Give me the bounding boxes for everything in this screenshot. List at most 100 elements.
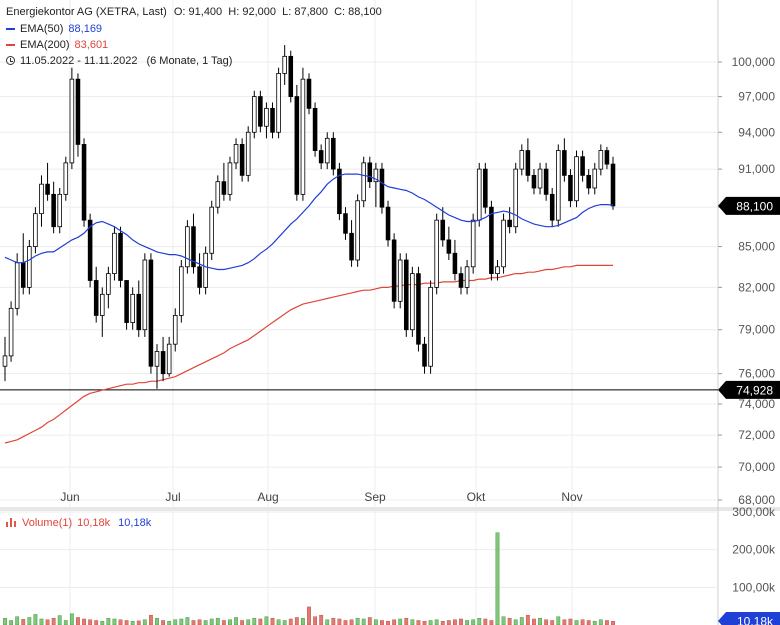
candle-body bbox=[118, 232, 123, 281]
candle-body bbox=[63, 162, 69, 195]
candle-body bbox=[124, 280, 129, 323]
candle-body bbox=[81, 144, 87, 221]
volume-bar bbox=[209, 618, 214, 625]
candle-body bbox=[106, 273, 111, 295]
volume-bar bbox=[337, 618, 342, 625]
volume-bar bbox=[495, 532, 500, 625]
volume-bar bbox=[161, 620, 166, 625]
candle-body bbox=[258, 96, 263, 127]
candle-body bbox=[69, 78, 75, 164]
candle-body bbox=[33, 213, 38, 247]
volume-tick-label: 100,00k bbox=[732, 580, 776, 594]
y-tick-label: 97,000 bbox=[738, 90, 775, 104]
volume-bar bbox=[355, 617, 360, 625]
candle-body bbox=[197, 266, 202, 288]
candle-body bbox=[300, 78, 306, 195]
volume-bar bbox=[392, 619, 397, 625]
volume-legend[interactable]: Volume(1) 10,18k 10,18k bbox=[6, 517, 151, 529]
candle-body bbox=[410, 273, 415, 331]
candle-body bbox=[367, 162, 373, 183]
price-axis[interactable]: 68,000 70,000 72,000 74,000 76,000 79,000 82,0… bbox=[718, 55, 775, 507]
candles bbox=[2, 45, 616, 389]
support-level-badge bbox=[718, 380, 780, 399]
candle-body bbox=[99, 293, 105, 316]
candle-body bbox=[476, 168, 482, 221]
volume-icon bbox=[6, 518, 18, 527]
x-tick-label: Jul bbox=[165, 490, 180, 504]
volume-bar bbox=[386, 620, 390, 625]
volume-bar bbox=[416, 620, 421, 625]
volume-bar bbox=[544, 619, 549, 625]
candle-body bbox=[245, 131, 251, 176]
time-axis[interactable]: Jun Jul Aug Sep Okt Nov bbox=[60, 490, 582, 504]
candle-body bbox=[458, 273, 464, 288]
candle-body bbox=[160, 351, 166, 375]
candle-body bbox=[191, 226, 196, 268]
volume-bar bbox=[27, 617, 32, 625]
volume-bar bbox=[373, 619, 378, 625]
ema50-path bbox=[4, 173, 614, 271]
candle-body bbox=[276, 73, 281, 133]
ema200-label: EMA(200) bbox=[20, 39, 70, 51]
x-tick-label: Nov bbox=[561, 490, 582, 504]
volume-bar bbox=[592, 620, 597, 625]
volume-bar bbox=[525, 614, 530, 625]
volume-bar bbox=[556, 616, 561, 625]
volume-bar bbox=[325, 619, 330, 625]
candle-body bbox=[598, 150, 604, 170]
volume-bar bbox=[428, 620, 433, 625]
y-tick-label: 76,000 bbox=[738, 367, 775, 381]
candle-body bbox=[179, 266, 184, 316]
volume-bar bbox=[307, 606, 311, 625]
volume-bar bbox=[258, 618, 263, 625]
volume-bar bbox=[452, 619, 457, 625]
volume-bar bbox=[319, 614, 324, 625]
price-badges: 88,100 74,928 10,18k bbox=[718, 196, 780, 625]
candle-body bbox=[2, 355, 8, 367]
candle-body bbox=[495, 266, 500, 275]
candle-body bbox=[470, 219, 476, 268]
candle-body bbox=[185, 226, 190, 268]
volume-bar bbox=[331, 617, 336, 625]
title-legend: Energiekontor AG (XETRA, Last) O: 91,400… bbox=[6, 6, 382, 18]
ema200-legend[interactable]: EMA(200) 83,601 bbox=[6, 39, 108, 51]
volume-tick-label: 300,00k bbox=[732, 505, 776, 519]
volume-bar bbox=[240, 620, 245, 625]
volume-bar bbox=[179, 618, 184, 625]
candle-body bbox=[586, 174, 591, 189]
volume-bar bbox=[69, 613, 74, 625]
candle-body bbox=[14, 262, 20, 309]
volume-bar bbox=[167, 620, 172, 625]
volume-bar bbox=[404, 617, 409, 625]
volume-bar bbox=[252, 617, 257, 625]
volume-bar bbox=[288, 618, 293, 625]
candle-body bbox=[337, 168, 342, 215]
candle-body bbox=[318, 150, 324, 164]
volume-bar bbox=[82, 618, 86, 625]
ema200-path bbox=[4, 264, 613, 444]
volume-bar bbox=[276, 619, 281, 625]
volume-bar bbox=[15, 616, 20, 625]
volume-bar bbox=[489, 620, 494, 625]
volume-panel: 100,00k 200,00k 300,00k bbox=[0, 505, 776, 625]
y-tick-label: 70,000 bbox=[738, 460, 775, 474]
volume-bar bbox=[532, 618, 536, 625]
volume-value-1: 10,18k bbox=[77, 517, 111, 529]
range-legend[interactable]: 11.05.2022 - 11.11.2022 (6 Monate, 1 Tag) bbox=[6, 55, 232, 67]
candle-body bbox=[464, 266, 470, 288]
volume-bar bbox=[45, 619, 50, 625]
candle-body bbox=[166, 343, 172, 375]
volume-bar bbox=[434, 619, 439, 625]
candle-body bbox=[130, 293, 135, 323]
volume-bar bbox=[191, 620, 196, 625]
ema50-legend[interactable]: EMA(50) 88,169 bbox=[6, 23, 102, 35]
volume-bar bbox=[9, 620, 14, 625]
candle-body bbox=[20, 262, 26, 288]
candle-body bbox=[385, 206, 391, 241]
support-level-badge-label: 74,928 bbox=[736, 383, 773, 397]
candle-body bbox=[519, 150, 525, 170]
ohlc-values: O: 91,400 H: 92,000 L: 87,800 C: 88,100 bbox=[173, 6, 382, 18]
volume-bar bbox=[507, 617, 512, 625]
candle-body bbox=[203, 252, 208, 288]
